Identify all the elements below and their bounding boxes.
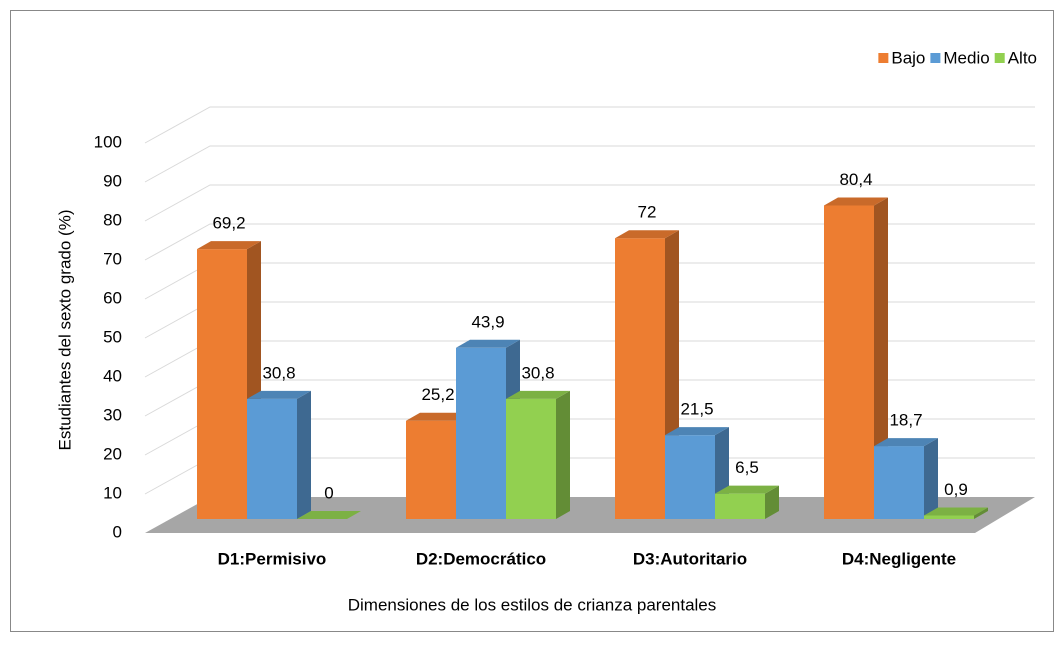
value-label: 30,8 bbox=[262, 363, 295, 382]
y-tick-label: 90 bbox=[103, 171, 122, 190]
legend-label: Medio bbox=[943, 48, 989, 67]
bar-top bbox=[247, 390, 311, 399]
bar bbox=[506, 390, 570, 519]
legend-swatch bbox=[878, 53, 889, 63]
bar-top bbox=[665, 427, 729, 436]
bar bbox=[924, 507, 988, 519]
bar-front bbox=[456, 347, 506, 519]
bar-front bbox=[665, 435, 715, 519]
bar bbox=[297, 511, 361, 519]
bar bbox=[615, 230, 679, 519]
y-tick-label: 20 bbox=[103, 444, 122, 463]
bar bbox=[824, 197, 888, 519]
bar-side bbox=[974, 507, 988, 519]
bar-top bbox=[297, 511, 361, 519]
bar-front bbox=[924, 515, 974, 519]
bar bbox=[665, 427, 729, 519]
x-tick-label: D3:Autoritario bbox=[633, 549, 747, 568]
bar-top bbox=[824, 197, 888, 206]
legend-swatch bbox=[930, 53, 941, 63]
value-label: 21,5 bbox=[680, 400, 713, 419]
y-tick-label: 10 bbox=[103, 483, 122, 502]
y-tick-label: 30 bbox=[103, 405, 122, 424]
bar-front bbox=[615, 238, 665, 519]
bar-top bbox=[924, 507, 988, 516]
value-label: 0 bbox=[324, 483, 333, 502]
bar bbox=[247, 390, 311, 519]
bar bbox=[874, 438, 938, 519]
bar-side bbox=[765, 485, 779, 519]
bar-front bbox=[247, 398, 297, 519]
bar-top bbox=[197, 241, 261, 250]
value-label: 69,2 bbox=[212, 214, 245, 233]
value-label: 18,7 bbox=[889, 411, 922, 430]
grid-line bbox=[144, 145, 1035, 183]
y-tick-label: 60 bbox=[103, 288, 122, 307]
bar-front bbox=[824, 205, 874, 519]
bar bbox=[715, 485, 779, 519]
value-label: 30,8 bbox=[521, 363, 554, 382]
value-label: 25,2 bbox=[421, 385, 454, 404]
grid-line bbox=[144, 223, 1035, 261]
bar-side bbox=[297, 390, 311, 519]
legend-label: Alto bbox=[1008, 48, 1037, 67]
bar-front bbox=[874, 446, 924, 519]
floor bbox=[145, 497, 1035, 533]
value-label: 6,5 bbox=[735, 458, 759, 477]
x-tick-label: D4:Negligente bbox=[842, 549, 956, 568]
bar-top bbox=[456, 339, 520, 348]
grid-line bbox=[144, 106, 1035, 144]
y-tick-label: 80 bbox=[103, 210, 122, 229]
bar-top bbox=[615, 230, 679, 239]
value-label: 80,4 bbox=[839, 170, 872, 189]
value-label: 0,9 bbox=[944, 480, 968, 499]
bar-top bbox=[715, 485, 779, 494]
y-tick-label: 40 bbox=[103, 366, 122, 385]
bar bbox=[197, 241, 261, 519]
bar-front bbox=[715, 493, 765, 519]
bar-front bbox=[406, 420, 456, 519]
bar-side bbox=[874, 197, 888, 519]
chart-border bbox=[10, 10, 1054, 632]
value-label: 72 bbox=[638, 203, 657, 222]
bar-top bbox=[506, 390, 570, 399]
bar-front bbox=[197, 249, 247, 519]
bar-front bbox=[506, 398, 556, 519]
value-label: 43,9 bbox=[471, 312, 504, 331]
legend-swatch bbox=[994, 53, 1005, 63]
y-tick-label: 100 bbox=[94, 132, 122, 151]
grid-line bbox=[144, 184, 1035, 222]
bar-top bbox=[406, 412, 470, 421]
x-axis-title: Dimensiones de los estilos de crianza pa… bbox=[348, 595, 717, 614]
x-tick-label: D1:Permisivo bbox=[218, 549, 327, 568]
bar-side bbox=[556, 390, 570, 519]
y-tick-label: 50 bbox=[103, 327, 122, 346]
y-tick-label: 0 bbox=[113, 522, 122, 541]
y-axis-title: Estudiantes del sexto grado (%) bbox=[55, 210, 74, 451]
bar-side bbox=[924, 438, 938, 519]
bar-top bbox=[874, 438, 938, 447]
y-tick-label: 70 bbox=[103, 249, 122, 268]
x-tick-label: D2:Democrático bbox=[416, 549, 546, 568]
legend-label: Bajo bbox=[891, 48, 925, 67]
